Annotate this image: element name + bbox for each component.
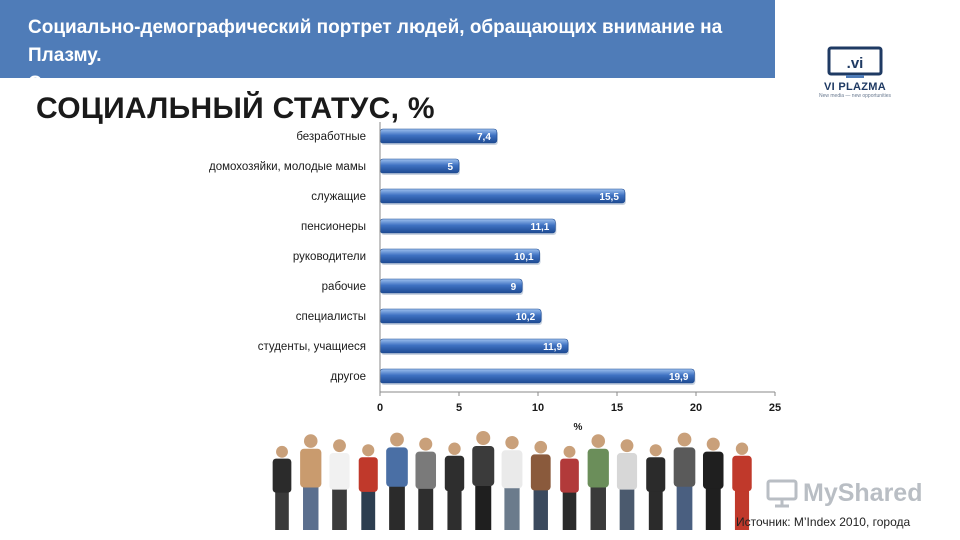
person-figure bbox=[560, 445, 579, 530]
svg-text:.vi: .vi bbox=[847, 55, 864, 72]
people-illustration bbox=[262, 426, 762, 530]
category-label: специалисты bbox=[296, 311, 366, 323]
x-tick-label: 5 bbox=[456, 402, 462, 414]
person-figure bbox=[272, 445, 292, 530]
person-figure bbox=[329, 439, 350, 530]
person-figure bbox=[646, 444, 666, 530]
bar-value-label: 5 bbox=[447, 162, 453, 173]
x-tick-label: 25 bbox=[769, 402, 781, 414]
vi-plazma-logo: .vi VI PLAZMA New media — new opportunit… bbox=[800, 46, 910, 116]
category-label: пенсионеры bbox=[301, 221, 366, 233]
x-tick-label: 0 bbox=[377, 402, 383, 414]
bar-5 bbox=[379, 278, 523, 294]
person-figure bbox=[300, 434, 322, 530]
person-figure bbox=[472, 431, 495, 530]
person-figure bbox=[530, 440, 551, 530]
bar-value-label: 10,2 bbox=[516, 312, 536, 323]
x-tick-label: 10 bbox=[532, 402, 544, 414]
person-figure bbox=[386, 432, 408, 530]
person-figure bbox=[587, 434, 609, 530]
person-figure bbox=[358, 444, 378, 530]
category-label: студенты, учащиеся bbox=[258, 341, 366, 353]
category-label: служащие bbox=[311, 191, 366, 203]
bar-7 bbox=[379, 338, 569, 354]
bar-value-label: 11,1 bbox=[530, 222, 549, 233]
category-label: руководители bbox=[293, 251, 366, 263]
myshared-watermark: MyShared bbox=[766, 478, 922, 508]
person-figure bbox=[501, 435, 523, 530]
header-band: Социально-демографический портрет людей,… bbox=[0, 0, 775, 94]
person-figure bbox=[616, 439, 638, 530]
person-figure bbox=[702, 437, 724, 530]
bar-value-label: 10,1 bbox=[514, 252, 534, 263]
people-group-image bbox=[272, 431, 752, 530]
logo-name: VI PLAZMA bbox=[824, 81, 886, 93]
section-title: СОЦИАЛЬНЫЙ СТАТУС, % bbox=[36, 92, 435, 125]
category-label: безработные bbox=[296, 131, 366, 143]
person-figure bbox=[415, 437, 437, 530]
x-tick-label: 20 bbox=[690, 402, 702, 414]
bar-value-label: 9 bbox=[511, 282, 517, 293]
watermark-text: MyShared bbox=[803, 478, 923, 507]
person-figure bbox=[732, 442, 752, 530]
bar-value-label: 7,4 bbox=[477, 132, 491, 143]
person-figure bbox=[444, 442, 465, 530]
category-label: другое bbox=[331, 371, 366, 383]
category-label: рабочие bbox=[322, 281, 366, 293]
bar-value-label: 11,9 bbox=[543, 342, 562, 353]
bar-2 bbox=[379, 188, 626, 204]
category-label: домохозяйки, молодые мамы bbox=[209, 161, 366, 173]
bar-8 bbox=[379, 368, 695, 384]
bar-value-label: 19,9 bbox=[669, 372, 689, 383]
bar-value-label: 15,5 bbox=[599, 192, 619, 203]
person-figure bbox=[673, 432, 696, 530]
x-axis-label: % bbox=[574, 422, 583, 433]
source-note: Источник: M’Index 2010, города bbox=[736, 515, 911, 529]
logo-tagline: New media — new opportunities bbox=[819, 93, 891, 99]
x-tick-label: 15 bbox=[611, 402, 623, 414]
header-title-line2: Самара bbox=[28, 73, 100, 94]
plasma-screen-icon: .vi bbox=[827, 46, 883, 78]
presentation-board-icon bbox=[766, 479, 798, 508]
header-title-line1: Социально-демографический портрет людей,… bbox=[28, 17, 723, 66]
bar-3 bbox=[379, 218, 556, 234]
